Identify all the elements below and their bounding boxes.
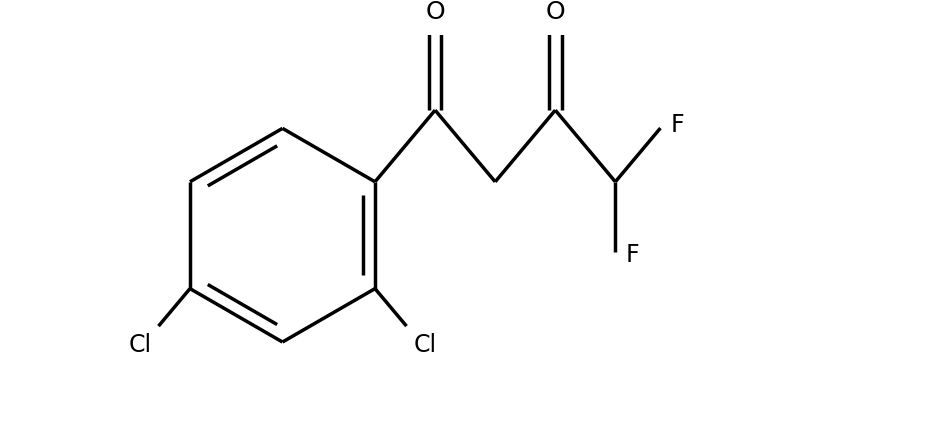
- Text: Cl: Cl: [128, 333, 152, 357]
- Text: O: O: [546, 0, 565, 24]
- Text: F: F: [671, 113, 684, 137]
- Text: F: F: [626, 244, 640, 268]
- Text: Cl: Cl: [414, 333, 437, 357]
- Text: O: O: [425, 0, 445, 24]
